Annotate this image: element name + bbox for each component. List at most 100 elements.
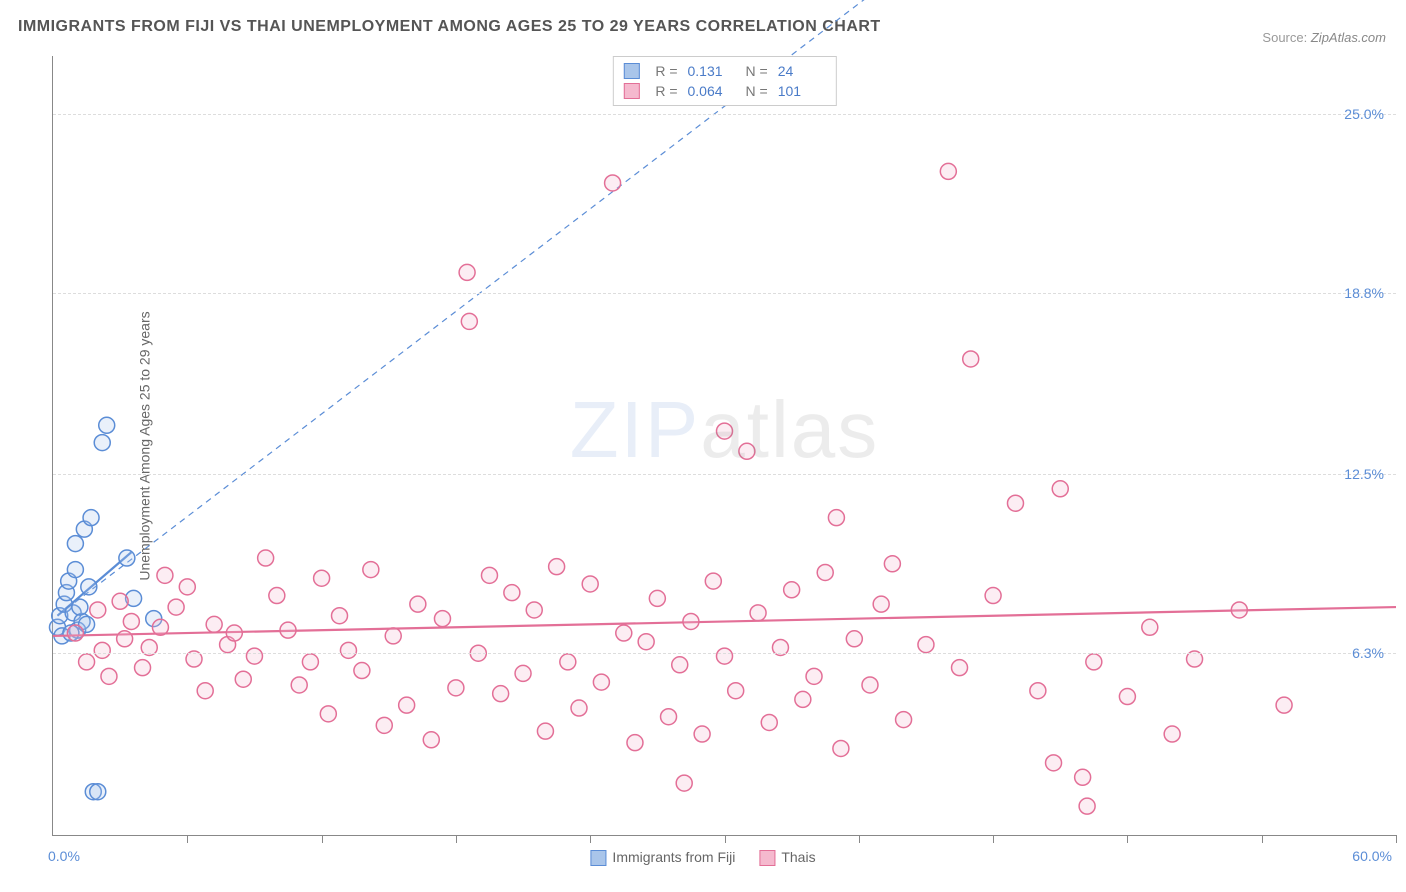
data-point xyxy=(123,613,139,629)
data-point xyxy=(291,677,307,693)
data-point xyxy=(179,579,195,595)
data-point xyxy=(728,683,744,699)
series-legend: Immigrants from Fiji Thais xyxy=(590,849,815,866)
data-point xyxy=(549,559,565,575)
data-point xyxy=(560,654,576,670)
data-point xyxy=(605,175,621,191)
data-point xyxy=(101,668,117,684)
data-point xyxy=(354,663,370,679)
data-point xyxy=(83,510,99,526)
stat-r-label: R = xyxy=(655,83,677,99)
legend-swatch xyxy=(759,850,775,866)
chart-svg xyxy=(53,56,1396,835)
legend-swatch xyxy=(623,63,639,79)
data-point xyxy=(571,700,587,716)
data-point xyxy=(399,697,415,713)
data-point xyxy=(504,585,520,601)
source-name: ZipAtlas.com xyxy=(1311,30,1386,45)
gridline xyxy=(53,114,1396,115)
data-point xyxy=(157,567,173,583)
data-point xyxy=(302,654,318,670)
data-point xyxy=(332,608,348,624)
y-tick-label: 6.3% xyxy=(1352,645,1384,661)
data-point xyxy=(582,576,598,592)
data-point xyxy=(676,775,692,791)
data-point xyxy=(269,588,285,604)
data-point xyxy=(884,556,900,572)
gridline xyxy=(53,293,1396,294)
plot-area: ZIPatlas R =0.131N =24R =0.064N =101 6.3… xyxy=(52,56,1396,836)
data-point xyxy=(1075,769,1091,785)
data-point xyxy=(246,648,262,664)
gridline xyxy=(53,474,1396,475)
x-tick xyxy=(725,835,726,843)
legend-label: Immigrants from Fiji xyxy=(612,849,735,865)
data-point xyxy=(99,417,115,433)
x-tick xyxy=(859,835,860,843)
data-point xyxy=(683,613,699,629)
source-attribution: Source: ZipAtlas.com xyxy=(1262,30,1386,45)
data-point xyxy=(649,590,665,606)
data-point xyxy=(616,625,632,641)
data-point xyxy=(94,642,110,658)
data-point xyxy=(828,510,844,526)
x-tick xyxy=(1127,835,1128,843)
legend-item: Thais xyxy=(759,849,815,866)
data-point xyxy=(135,660,151,676)
data-point xyxy=(94,435,110,451)
data-point xyxy=(423,732,439,748)
x-tick xyxy=(1396,835,1397,843)
source-prefix: Source: xyxy=(1262,30,1307,45)
correlation-row: R =0.064N =101 xyxy=(623,81,825,101)
data-point xyxy=(694,726,710,742)
data-point xyxy=(226,625,242,641)
data-point xyxy=(481,567,497,583)
x-axis-min-label: 0.0% xyxy=(48,848,80,864)
x-tick xyxy=(590,835,591,843)
data-point xyxy=(235,671,251,687)
data-point xyxy=(340,642,356,658)
data-point xyxy=(67,536,83,552)
data-point xyxy=(515,665,531,681)
data-point xyxy=(862,677,878,693)
data-point xyxy=(67,625,83,641)
legend-item: Immigrants from Fiji xyxy=(590,849,735,866)
data-point xyxy=(873,596,889,612)
data-point xyxy=(717,423,733,439)
data-point xyxy=(81,579,97,595)
data-point xyxy=(896,712,912,728)
data-point xyxy=(1007,495,1023,511)
x-tick xyxy=(456,835,457,843)
data-point xyxy=(363,562,379,578)
data-point xyxy=(434,611,450,627)
legend-label: Thais xyxy=(781,849,815,865)
data-point xyxy=(448,680,464,696)
data-point xyxy=(117,631,133,647)
stat-n-label: N = xyxy=(746,83,768,99)
x-tick xyxy=(322,835,323,843)
stat-n-label: N = xyxy=(746,63,768,79)
data-point xyxy=(717,648,733,664)
x-tick xyxy=(187,835,188,843)
y-tick-label: 25.0% xyxy=(1344,106,1384,122)
data-point xyxy=(806,668,822,684)
data-point xyxy=(627,735,643,751)
data-point xyxy=(461,313,477,329)
data-point xyxy=(1119,689,1135,705)
data-point xyxy=(940,163,956,179)
data-point xyxy=(661,709,677,725)
data-point xyxy=(410,596,426,612)
x-tick xyxy=(993,835,994,843)
data-point xyxy=(672,657,688,673)
data-point xyxy=(1046,755,1062,771)
stat-r-label: R = xyxy=(655,63,677,79)
data-point xyxy=(152,619,168,635)
data-point xyxy=(314,570,330,586)
data-point xyxy=(1142,619,1158,635)
data-point xyxy=(1086,654,1102,670)
correlation-legend: R =0.131N =24R =0.064N =101 xyxy=(612,56,836,106)
correlation-row: R =0.131N =24 xyxy=(623,61,825,81)
data-point xyxy=(761,714,777,730)
gridline xyxy=(53,653,1396,654)
data-point xyxy=(119,550,135,566)
